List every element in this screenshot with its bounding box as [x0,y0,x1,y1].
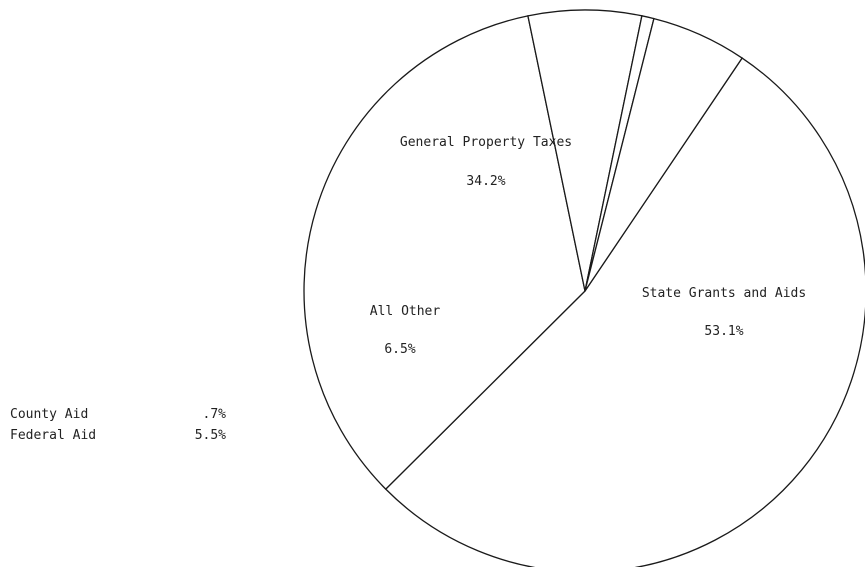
slice-value-all-other: 6.5% [384,342,415,357]
pie-slice-all-other [527,9,643,292]
pie-slices [303,9,865,567]
slice-value-state-grants: 53.1% [704,324,743,339]
side-legend-label: County Aid [10,407,89,422]
slice-value-general-property-taxes: 34.2% [466,174,505,189]
slice-label-all-other: All Other [370,304,441,319]
pie-slice-state-grants-and-aids [384,57,865,567]
pie-slice-general-property-taxes [303,15,586,491]
slice-label-general-property-taxes: General Property Taxes [400,135,572,150]
side-legend-label: Federal Aid [10,428,97,443]
slice-label-state-grants: State Grants and Aids [642,286,806,301]
side-legend-row-county-aid: County Aid .7% [10,404,226,425]
pie-slice-federal-aid [584,17,744,292]
side-legend-value: .7% [202,407,226,422]
side-legend-row-federal-aid: Federal Aid 5.5% [10,425,226,446]
side-legend-value: 5.5% [194,428,226,443]
side-legend: County Aid .7% Federal Aid 5.5% [10,404,226,446]
